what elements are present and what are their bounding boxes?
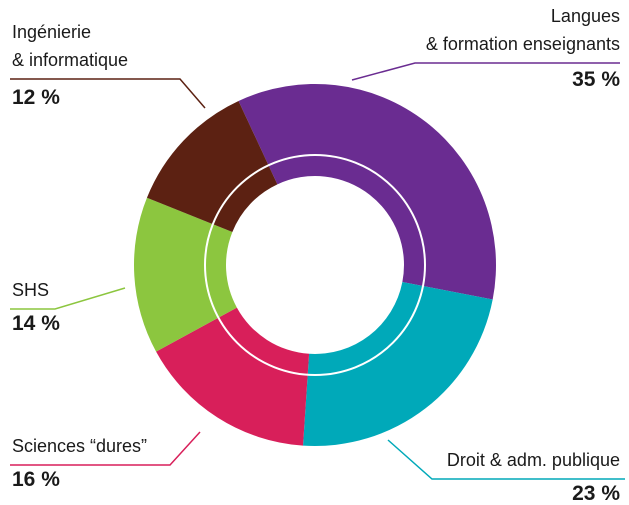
category-label: Langues — [551, 6, 620, 26]
leader-line — [10, 78, 206, 109]
leader-line — [10, 431, 201, 466]
category-label: SHS — [12, 280, 49, 300]
value-label: 12 % — [12, 86, 60, 109]
donut-segment — [303, 281, 493, 446]
leader-line — [351, 62, 620, 81]
donut-segment — [134, 197, 237, 352]
category-label: Ingénierie — [12, 22, 91, 42]
leader-line — [387, 439, 625, 480]
donut-segment — [156, 307, 310, 446]
category-label: Sciences “dures” — [12, 436, 147, 456]
category-label: & informatique — [12, 50, 128, 70]
value-label: 14 % — [12, 312, 60, 335]
value-label: 23 % — [572, 482, 620, 505]
value-label: 16 % — [12, 468, 60, 491]
category-label: Droit & adm. publique — [447, 450, 620, 470]
donut-segment — [238, 83, 496, 300]
leader-line — [10, 287, 126, 310]
inner-ring — [204, 154, 426, 376]
value-label: 35 % — [572, 68, 620, 91]
donut-segment — [146, 100, 278, 232]
category-label: & formation enseignants — [426, 34, 620, 54]
